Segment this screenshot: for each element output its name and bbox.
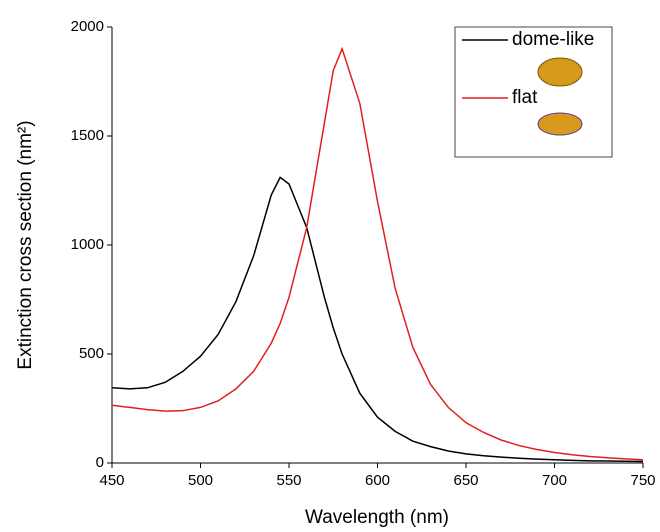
flat-icon	[537, 112, 583, 136]
legend: dome-like flat	[454, 26, 613, 158]
series-line	[111, 46, 644, 461]
y-tick-label: 2000	[71, 18, 104, 35]
y-tick-label: 500	[79, 345, 104, 362]
x-tick-label: 550	[276, 472, 301, 489]
y-tick-label: 1000	[71, 236, 104, 253]
x-tick-label: 500	[188, 472, 213, 489]
legend-box	[454, 26, 613, 158]
y-axis-label: Extinction cross section (nm²)	[15, 120, 36, 369]
y-tick-label: 1500	[71, 127, 104, 144]
dome-icon	[537, 57, 583, 87]
x-tick-label: 600	[365, 472, 390, 489]
x-tick-label: 650	[453, 472, 478, 489]
legend-label: flat	[512, 87, 538, 108]
y-tick-label: 0	[96, 454, 104, 471]
x-tick-label: 700	[542, 472, 567, 489]
x-tick-label: 750	[630, 472, 655, 489]
x-axis-label: Wavelength (nm)	[305, 507, 449, 528]
legend-label: dome-like	[512, 29, 594, 50]
series-line	[111, 176, 644, 463]
x-tick-label: 450	[99, 472, 124, 489]
